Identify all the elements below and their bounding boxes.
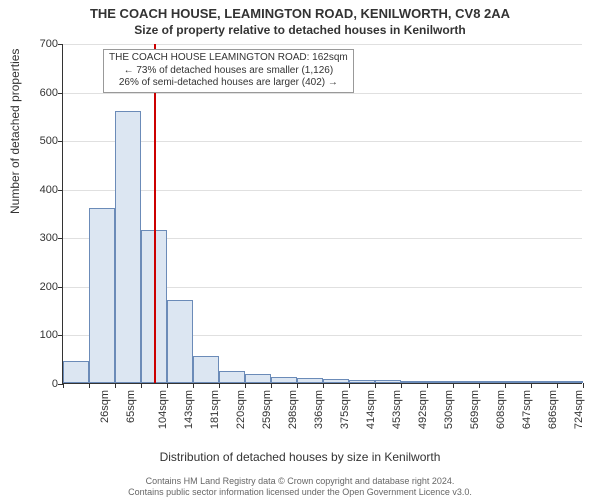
- ytick-label: 300: [28, 232, 58, 244]
- xtick-label: 686sqm: [547, 390, 559, 429]
- annotation-line: ← 73% of detached houses are smaller (1,…: [109, 65, 348, 78]
- gridline: [63, 190, 582, 191]
- histogram-bar: [63, 361, 88, 383]
- xtick-label: 26sqm: [99, 390, 111, 423]
- histogram-bar: [271, 377, 296, 383]
- histogram-bar: [375, 380, 400, 383]
- gridline: [63, 44, 582, 45]
- xtick-mark: [401, 383, 402, 388]
- ytick-mark: [58, 238, 63, 239]
- ytick-mark: [58, 335, 63, 336]
- ytick-mark: [58, 287, 63, 288]
- ytick-label: 500: [28, 135, 58, 147]
- xtick-mark: [531, 383, 532, 388]
- xtick-label: 608sqm: [495, 390, 507, 429]
- xtick-mark: [505, 383, 506, 388]
- ytick-label: 100: [28, 329, 58, 341]
- chart-subtitle: Size of property relative to detached ho…: [0, 22, 600, 41]
- histogram-bar: [167, 300, 192, 383]
- property-histogram-chart: THE COACH HOUSE, LEAMINGTON ROAD, KENILW…: [0, 0, 600, 500]
- xtick-mark: [453, 383, 454, 388]
- histogram-bar: [401, 381, 426, 383]
- xtick-label: 375sqm: [339, 390, 351, 429]
- histogram-bar: [453, 381, 478, 383]
- ytick-label: 400: [28, 184, 58, 196]
- xtick-label: 298sqm: [287, 390, 299, 429]
- footer-line: Contains public sector information licen…: [0, 487, 600, 498]
- ytick-label: 0: [28, 378, 58, 390]
- chart-title: THE COACH HOUSE, LEAMINGTON ROAD, KENILW…: [0, 0, 600, 22]
- xtick-label: 143sqm: [183, 390, 195, 429]
- xtick-label: 647sqm: [521, 390, 533, 429]
- xtick-mark: [479, 383, 480, 388]
- gridline: [63, 141, 582, 142]
- xtick-label: 181sqm: [209, 390, 221, 429]
- xtick-mark: [323, 383, 324, 388]
- xtick-label: 336sqm: [313, 390, 325, 429]
- xtick-mark: [297, 383, 298, 388]
- histogram-bar: [193, 356, 218, 383]
- histogram-bar: [531, 381, 556, 383]
- histogram-bar: [349, 380, 374, 383]
- plot-area: THE COACH HOUSE LEAMINGTON ROAD: 162sqm←…: [62, 44, 582, 384]
- xtick-mark: [63, 383, 64, 388]
- histogram-bar: [557, 381, 582, 383]
- ytick-label: 700: [28, 38, 58, 50]
- ytick-mark: [58, 93, 63, 94]
- xtick-mark: [349, 383, 350, 388]
- ytick-mark: [58, 190, 63, 191]
- xtick-label: 492sqm: [417, 390, 429, 429]
- xtick-mark: [167, 383, 168, 388]
- chart-footer: Contains HM Land Registry data © Crown c…: [0, 476, 600, 499]
- ytick-label: 200: [28, 281, 58, 293]
- xtick-mark: [375, 383, 376, 388]
- histogram-bar: [219, 371, 244, 383]
- xtick-mark: [271, 383, 272, 388]
- xtick-mark: [115, 383, 116, 388]
- xtick-label: 414sqm: [365, 390, 377, 429]
- x-axis-title: Distribution of detached houses by size …: [0, 450, 600, 464]
- xtick-label: 220sqm: [235, 390, 247, 429]
- histogram-bar: [323, 379, 348, 383]
- histogram-bar: [479, 381, 504, 383]
- histogram-bar: [505, 381, 530, 383]
- annotation-line: 26% of semi-detached houses are larger (…: [109, 77, 348, 90]
- xtick-label: 724sqm: [573, 390, 585, 429]
- reference-line: [154, 44, 156, 383]
- xtick-label: 530sqm: [443, 390, 455, 429]
- gridline: [63, 93, 582, 94]
- ytick-mark: [58, 141, 63, 142]
- histogram-bar: [297, 378, 322, 383]
- xtick-label: 65sqm: [125, 390, 137, 423]
- xtick-label: 569sqm: [469, 390, 481, 429]
- annotation-box: THE COACH HOUSE LEAMINGTON ROAD: 162sqm←…: [103, 49, 354, 93]
- histogram-bar: [427, 381, 452, 383]
- histogram-bar: [245, 374, 270, 383]
- xtick-label: 259sqm: [261, 390, 273, 429]
- xtick-mark: [557, 383, 558, 388]
- annotation-line: THE COACH HOUSE LEAMINGTON ROAD: 162sqm: [109, 52, 348, 65]
- ytick-label: 600: [28, 87, 58, 99]
- ytick-mark: [58, 44, 63, 45]
- xtick-mark: [245, 383, 246, 388]
- xtick-label: 104sqm: [157, 390, 169, 429]
- xtick-mark: [583, 383, 584, 388]
- xtick-mark: [193, 383, 194, 388]
- histogram-bar: [115, 111, 140, 383]
- xtick-mark: [219, 383, 220, 388]
- xtick-mark: [427, 383, 428, 388]
- xtick-label: 453sqm: [391, 390, 403, 429]
- footer-line: Contains HM Land Registry data © Crown c…: [0, 476, 600, 487]
- xtick-mark: [141, 383, 142, 388]
- histogram-bar: [89, 208, 114, 383]
- y-axis-title: Number of detached properties: [8, 49, 22, 214]
- xtick-mark: [89, 383, 90, 388]
